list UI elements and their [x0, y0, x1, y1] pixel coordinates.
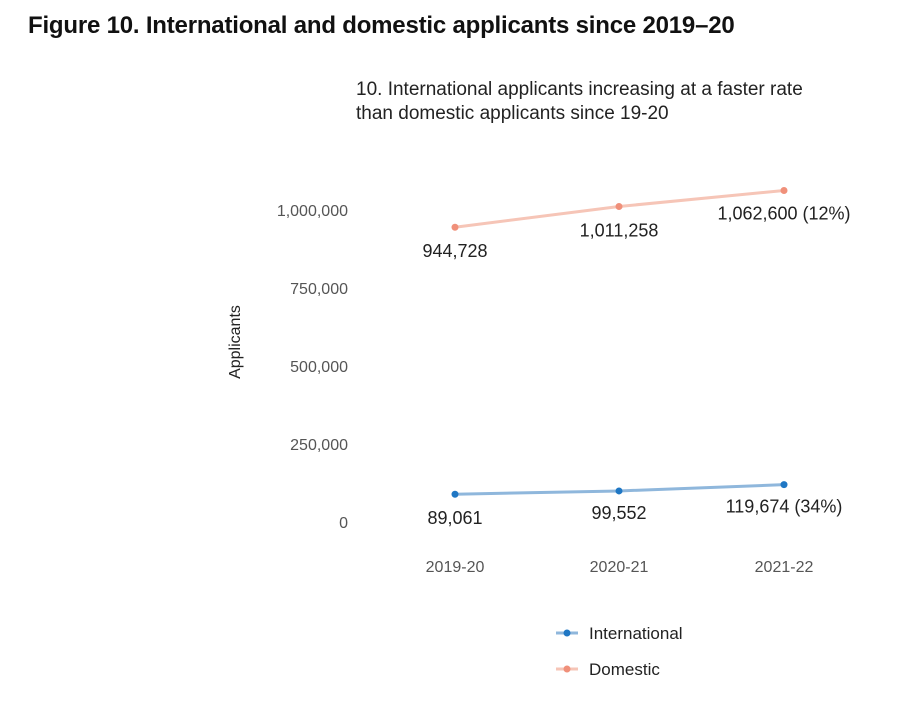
y-tick-label: 750,000 [290, 281, 348, 298]
legend-label-international: International [589, 624, 683, 643]
data-point-domestic [451, 223, 459, 231]
y-tick-label: 0 [339, 515, 348, 532]
y-tick-label: 250,000 [290, 437, 348, 454]
legend-marker-domestic [563, 665, 571, 673]
data-point-international [451, 490, 459, 498]
data-point-international [780, 481, 788, 489]
data-point-international [615, 487, 623, 495]
legend-label-domestic: Domestic [589, 660, 660, 679]
chart-title: 10. International applicants increasing … [356, 79, 803, 124]
data-label-international: 119,674 (34%) [726, 497, 843, 517]
data-point-domestic [780, 186, 788, 194]
y-tick-label: 500,000 [290, 359, 348, 376]
figure-title: Figure 10. International and domestic ap… [28, 12, 735, 39]
x-tick-label: 2019-20 [426, 559, 485, 576]
data-label-domestic: 944,728 [422, 241, 487, 261]
data-label-domestic: 1,062,600 (12%) [717, 203, 850, 223]
x-tick-label: 2021-22 [755, 559, 814, 576]
data-label-international: 89,061 [427, 508, 482, 528]
y-tick-label: 1,000,000 [277, 203, 348, 220]
y-axis-label: Applicants [227, 305, 244, 379]
data-label-international: 99,552 [591, 503, 646, 523]
legend-marker-international [563, 629, 571, 637]
data-label-domestic: 1,011,258 [580, 220, 659, 240]
x-tick-label: 2020-21 [590, 559, 649, 576]
data-point-domestic [615, 202, 623, 210]
